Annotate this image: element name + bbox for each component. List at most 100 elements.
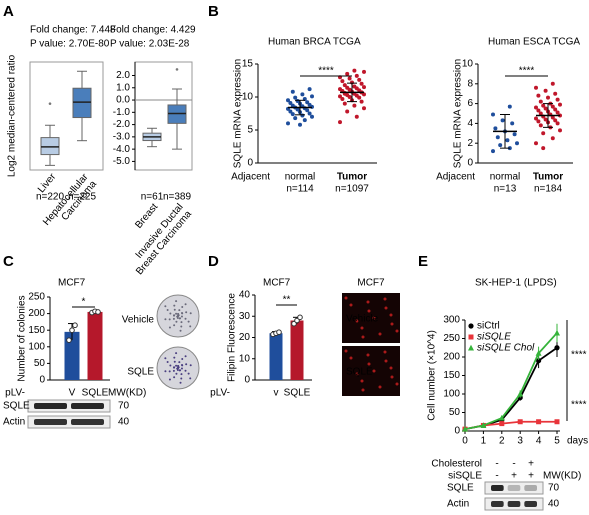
data-point <box>546 95 550 100</box>
y-tick-label: 100 <box>28 341 45 352</box>
data-point <box>362 106 366 111</box>
significance-label: * <box>82 297 86 308</box>
colony <box>180 377 183 380</box>
y-tick-label: 5 <box>247 125 253 136</box>
blot-label: Actin <box>447 499 469 510</box>
legend-label: siSQLE <box>477 332 511 343</box>
legend-marker <box>468 344 474 351</box>
y-tick-label: 10 <box>462 59 474 70</box>
colony <box>181 357 184 360</box>
mw-marker: 40 <box>548 499 560 510</box>
mw-marker: 40 <box>118 417 130 428</box>
x-tick-label: 5 <box>554 436 560 447</box>
cell-signal <box>390 322 394 326</box>
colony <box>168 318 171 321</box>
panel-label: C <box>3 253 14 270</box>
significance-label: ** <box>283 295 291 306</box>
y-tick-label: 1.0 <box>116 82 130 93</box>
cell-signal <box>384 306 388 310</box>
x-axis-label: Adjacent <box>436 172 475 183</box>
colony <box>179 317 182 320</box>
y-tick-label: 50 <box>449 407 461 418</box>
mw-marker: 70 <box>118 401 130 412</box>
cell-signal <box>389 366 393 370</box>
data-point <box>538 123 543 128</box>
colony <box>176 315 179 318</box>
data-point <box>290 112 295 117</box>
treatment-label: siSQLE <box>448 471 482 482</box>
y-tick-label: 10 <box>242 92 254 103</box>
data-point <box>95 309 101 315</box>
data-point <box>300 92 305 97</box>
data-point <box>491 149 495 154</box>
y-tick-label: 0 <box>244 375 250 386</box>
bar <box>64 331 80 380</box>
x-tick-label: 2 <box>499 436 505 447</box>
cell-signal <box>378 332 382 336</box>
blot-band <box>71 419 104 425</box>
blot-band <box>507 501 521 507</box>
colony <box>184 369 187 372</box>
cell-signal <box>360 379 364 383</box>
y-axis-label: Number of colonies <box>17 295 28 381</box>
data-point <box>510 121 515 126</box>
colony <box>168 326 171 329</box>
colony <box>164 370 167 373</box>
blot-label: Actin <box>3 417 25 428</box>
image-title: MCF7 <box>357 278 385 289</box>
count-label: n=225 <box>68 192 97 203</box>
colony <box>172 369 175 372</box>
cell-signal <box>390 375 394 379</box>
cell-signal <box>367 309 371 313</box>
image-label: Vehicle <box>122 315 155 326</box>
y-tick-label: 250 <box>28 292 45 303</box>
colony <box>164 305 167 308</box>
colony <box>176 367 179 370</box>
data-point <box>536 358 542 364</box>
colony <box>173 308 176 311</box>
colony <box>180 311 183 314</box>
category-label: Tumor <box>533 172 563 183</box>
data-point <box>342 83 347 88</box>
annotation: P value: 2.70E-80 <box>30 39 110 50</box>
cell-signal <box>344 349 348 353</box>
chart-title: MCF7 <box>263 278 291 289</box>
colony <box>177 313 180 316</box>
category-label: Invasive DuctalBreast Carcinoma <box>125 201 194 277</box>
category-label: v <box>274 388 279 399</box>
data-point <box>558 128 562 133</box>
data-point <box>295 98 300 103</box>
data-point <box>307 87 312 92</box>
treatment-value: + <box>528 471 534 482</box>
colony <box>175 320 178 323</box>
chart-title: Human ESCA TCGA <box>488 37 580 48</box>
treatment-value: - <box>512 459 515 470</box>
y-tick-label: 200 <box>28 308 45 319</box>
data-point <box>352 84 357 89</box>
data-point <box>362 85 366 90</box>
chart-title: MCF7 <box>58 278 86 289</box>
data-point <box>554 419 560 425</box>
cell-signal <box>360 326 364 330</box>
x-tick-label: 0 <box>462 436 468 447</box>
blot-label: SQLE <box>3 401 30 412</box>
data-point <box>535 350 542 356</box>
data-point <box>307 102 312 107</box>
annotation: Fold change: 4.429 <box>110 25 196 36</box>
y-tick-label: 250 <box>443 333 460 344</box>
data-point <box>307 111 312 116</box>
data-point <box>500 118 505 123</box>
data-point <box>553 91 558 96</box>
image-label: SQLE <box>346 367 373 378</box>
data-point <box>507 104 512 109</box>
y-tick-label: 15 <box>242 59 254 70</box>
data-point <box>72 322 78 329</box>
data-point <box>66 337 72 343</box>
data-point <box>550 104 555 109</box>
cell-signal <box>383 350 387 354</box>
data-point <box>536 119 541 124</box>
cell-signal <box>349 356 353 360</box>
cell-signal <box>389 313 393 317</box>
colony <box>180 373 183 376</box>
